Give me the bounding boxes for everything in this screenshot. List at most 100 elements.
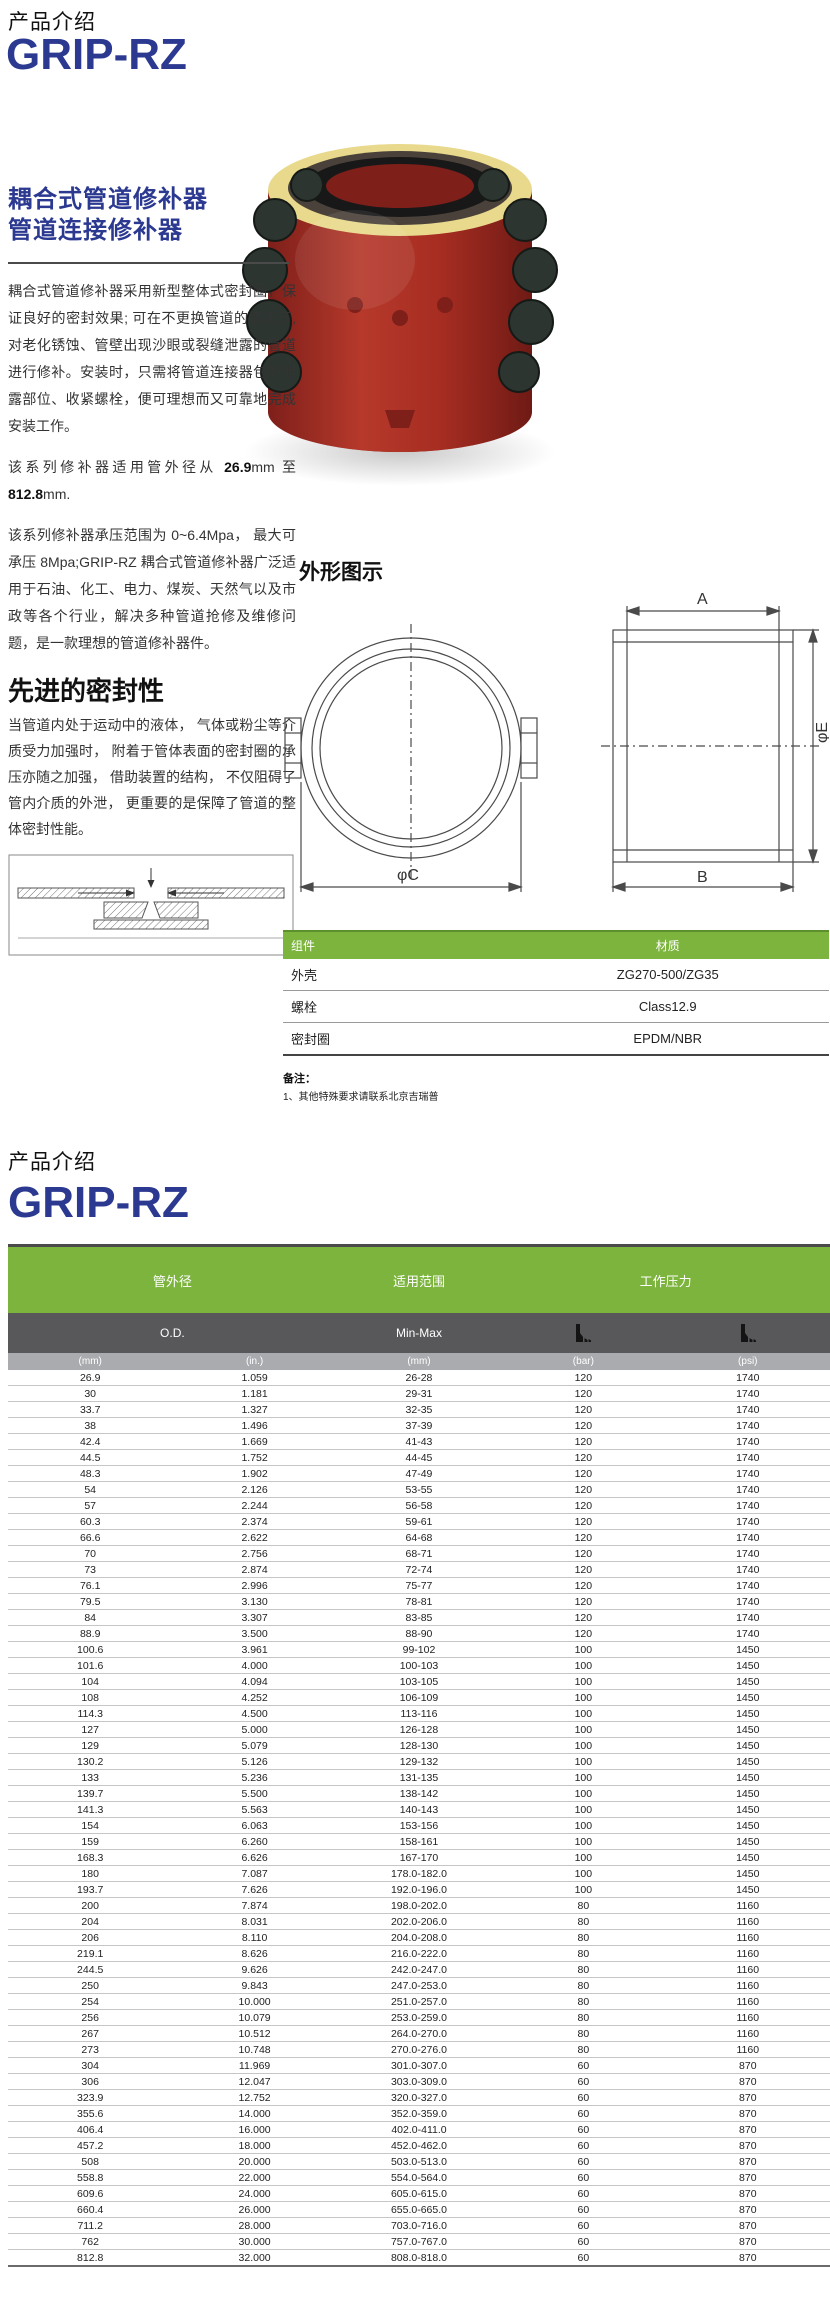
table-cell: 140-143 xyxy=(336,1801,502,1818)
dim-label-B: B xyxy=(697,869,708,886)
table-cell: 2.622 xyxy=(172,1529,337,1546)
table-cell: 1450 xyxy=(665,1657,830,1674)
table-cell: 870 xyxy=(665,2185,830,2202)
table-cell: 38 xyxy=(8,1417,173,1434)
table-cell: 60 xyxy=(501,2201,666,2218)
table-cell: 8.031 xyxy=(172,1913,337,1930)
table-cell: 1160 xyxy=(665,2009,830,2026)
table-cell: 32.000 xyxy=(172,2249,337,2267)
table-cell: 9.626 xyxy=(172,1961,337,1978)
table-cell: 870 xyxy=(665,2057,830,2074)
table-cell: 100 xyxy=(501,1641,666,1658)
table-cell: 306 xyxy=(8,2073,173,2090)
table-cell: 129 xyxy=(8,1737,173,1754)
table-cell: 101.6 xyxy=(8,1657,173,1674)
table-cell: 1450 xyxy=(665,1689,830,1706)
table-cell: 202.0-206.0 xyxy=(336,1913,502,1930)
material-cell: Class12.9 xyxy=(506,990,829,1023)
table-cell: 66.6 xyxy=(8,1529,173,1546)
p2-text-a: 该系列修补器适用管外径从 xyxy=(8,459,225,475)
sub-header-od: O.D. xyxy=(8,1313,337,1353)
table-row: 306 12.047 303.0-309.0 60 870 xyxy=(8,2073,830,2090)
table-cell: 6.260 xyxy=(172,1833,337,1850)
table-cell: 1740 xyxy=(665,1497,830,1514)
table-cell: 1740 xyxy=(665,1625,830,1642)
table-cell: 1.902 xyxy=(172,1465,337,1482)
table-cell: 60 xyxy=(501,2233,666,2250)
sub-header-minmax: Min-Max xyxy=(336,1313,502,1353)
table-row: 101.6 4.000 100-103 100 1450 xyxy=(8,1657,830,1674)
table-cell: 323.9 xyxy=(8,2089,173,2106)
table-row: 254 10.000 251.0-257.0 80 1160 xyxy=(8,1993,830,2010)
table-cell: 16.000 xyxy=(172,2121,337,2138)
table-cell: 18.000 xyxy=(172,2137,337,2154)
table-cell: 1740 xyxy=(665,1370,830,1386)
table-cell: 1160 xyxy=(665,1993,830,2010)
table-row: 79.5 3.130 78-81 120 1740 xyxy=(8,1593,830,1610)
table-cell: 139.7 xyxy=(8,1785,173,1802)
table-cell: 7.874 xyxy=(172,1897,337,1914)
table-cell: 159 xyxy=(8,1833,173,1850)
table-row: 457.2 18.000 452.0-462.0 60 870 xyxy=(8,2137,830,2154)
table-cell: 253.0-259.0 xyxy=(336,2009,502,2026)
table-cell: 2.874 xyxy=(172,1561,337,1578)
table-row: 193.7 7.626 192.0-196.0 100 1450 xyxy=(8,1881,830,1898)
table-cell: 100 xyxy=(501,1657,666,1674)
table-cell: 1740 xyxy=(665,1449,830,1466)
table-row: 42.4 1.669 41-43 120 1740 xyxy=(8,1433,830,1450)
table-cell: 60 xyxy=(501,2105,666,2122)
table-cell: 120 xyxy=(501,1417,666,1434)
table-cell: 1.181 xyxy=(172,1385,337,1402)
table-cell: 7.087 xyxy=(172,1865,337,1882)
table-row: 26.9 1.059 26-28 120 1740 xyxy=(8,1370,830,1386)
table-cell: 60 xyxy=(501,2089,666,2106)
table-cell: 30 xyxy=(8,1385,173,1402)
table-cell: 72-74 xyxy=(336,1561,502,1578)
table-cell: 70 xyxy=(8,1545,173,1562)
table-cell: 4.500 xyxy=(172,1705,337,1722)
table-cell: 1450 xyxy=(665,1737,830,1754)
table-cell: 130.2 xyxy=(8,1753,173,1770)
table-cell: 80 xyxy=(501,2025,666,2042)
table-cell: 3.130 xyxy=(172,1593,337,1610)
table-cell: 1160 xyxy=(665,2025,830,2042)
table-cell: 204.0-208.0 xyxy=(336,1929,502,1946)
table-cell: 76.1 xyxy=(8,1577,173,1594)
table-cell: 178.0-182.0 xyxy=(336,1865,502,1882)
table-row: 204 8.031 202.0-206.0 80 1160 xyxy=(8,1913,830,1930)
table-cell: 254 xyxy=(8,1993,173,2010)
remarks-block: 备注： 1、其他特殊要求请联系北京吉瑞普 xyxy=(283,1070,829,1103)
table-row: 114.3 4.500 113-116 100 1450 xyxy=(8,1705,830,1722)
p2-max-od: 812.8 xyxy=(8,486,44,502)
table-cell: 655.0-665.0 xyxy=(336,2201,502,2218)
table-row: 30 1.181 29-31 120 1740 xyxy=(8,1385,830,1402)
table-cell: 1.059 xyxy=(172,1370,337,1386)
table-cell: 12.752 xyxy=(172,2089,337,2106)
table-cell: 120 xyxy=(501,1577,666,1594)
table-cell: 6.626 xyxy=(172,1849,337,1866)
table-row: 141.3 5.563 140-143 100 1450 xyxy=(8,1801,830,1818)
unit-header: (mm) xyxy=(336,1353,502,1370)
table-cell: 703.0-716.0 xyxy=(336,2217,502,2234)
group-header-pressure: 工作压力 xyxy=(501,1244,830,1313)
table-cell: 29-31 xyxy=(336,1385,502,1402)
table-cell: 100 xyxy=(501,1785,666,1802)
table-cell: 10.512 xyxy=(172,2025,337,2042)
table-cell: 1450 xyxy=(665,1833,830,1850)
spec-table: 管外径 适用范围 工作压力 O.D. Min-Max xyxy=(8,1244,830,2267)
table-cell: 609.6 xyxy=(8,2185,173,2202)
table-cell: 80 xyxy=(501,1993,666,2010)
table-row: 200 7.874 198.0-202.0 80 1160 xyxy=(8,1897,830,1914)
table-row: 711.2 28.000 703.0-716.0 60 870 xyxy=(8,2217,830,2234)
table-row: 250 9.843 247.0-253.0 80 1160 xyxy=(8,1977,830,1994)
dim-label-A: A xyxy=(697,591,708,608)
table-cell: 167-170 xyxy=(336,1849,502,1866)
table-cell: 120 xyxy=(501,1513,666,1530)
table-cell: 1160 xyxy=(665,2041,830,2058)
table-cell: 1160 xyxy=(665,1977,830,1994)
table-cell: 88-90 xyxy=(336,1625,502,1642)
table-cell: 78-81 xyxy=(336,1593,502,1610)
table-cell: 32-35 xyxy=(336,1401,502,1418)
group-header-range: 适用范围 xyxy=(336,1244,502,1313)
outline-heading: 外形图示 xyxy=(299,561,383,584)
